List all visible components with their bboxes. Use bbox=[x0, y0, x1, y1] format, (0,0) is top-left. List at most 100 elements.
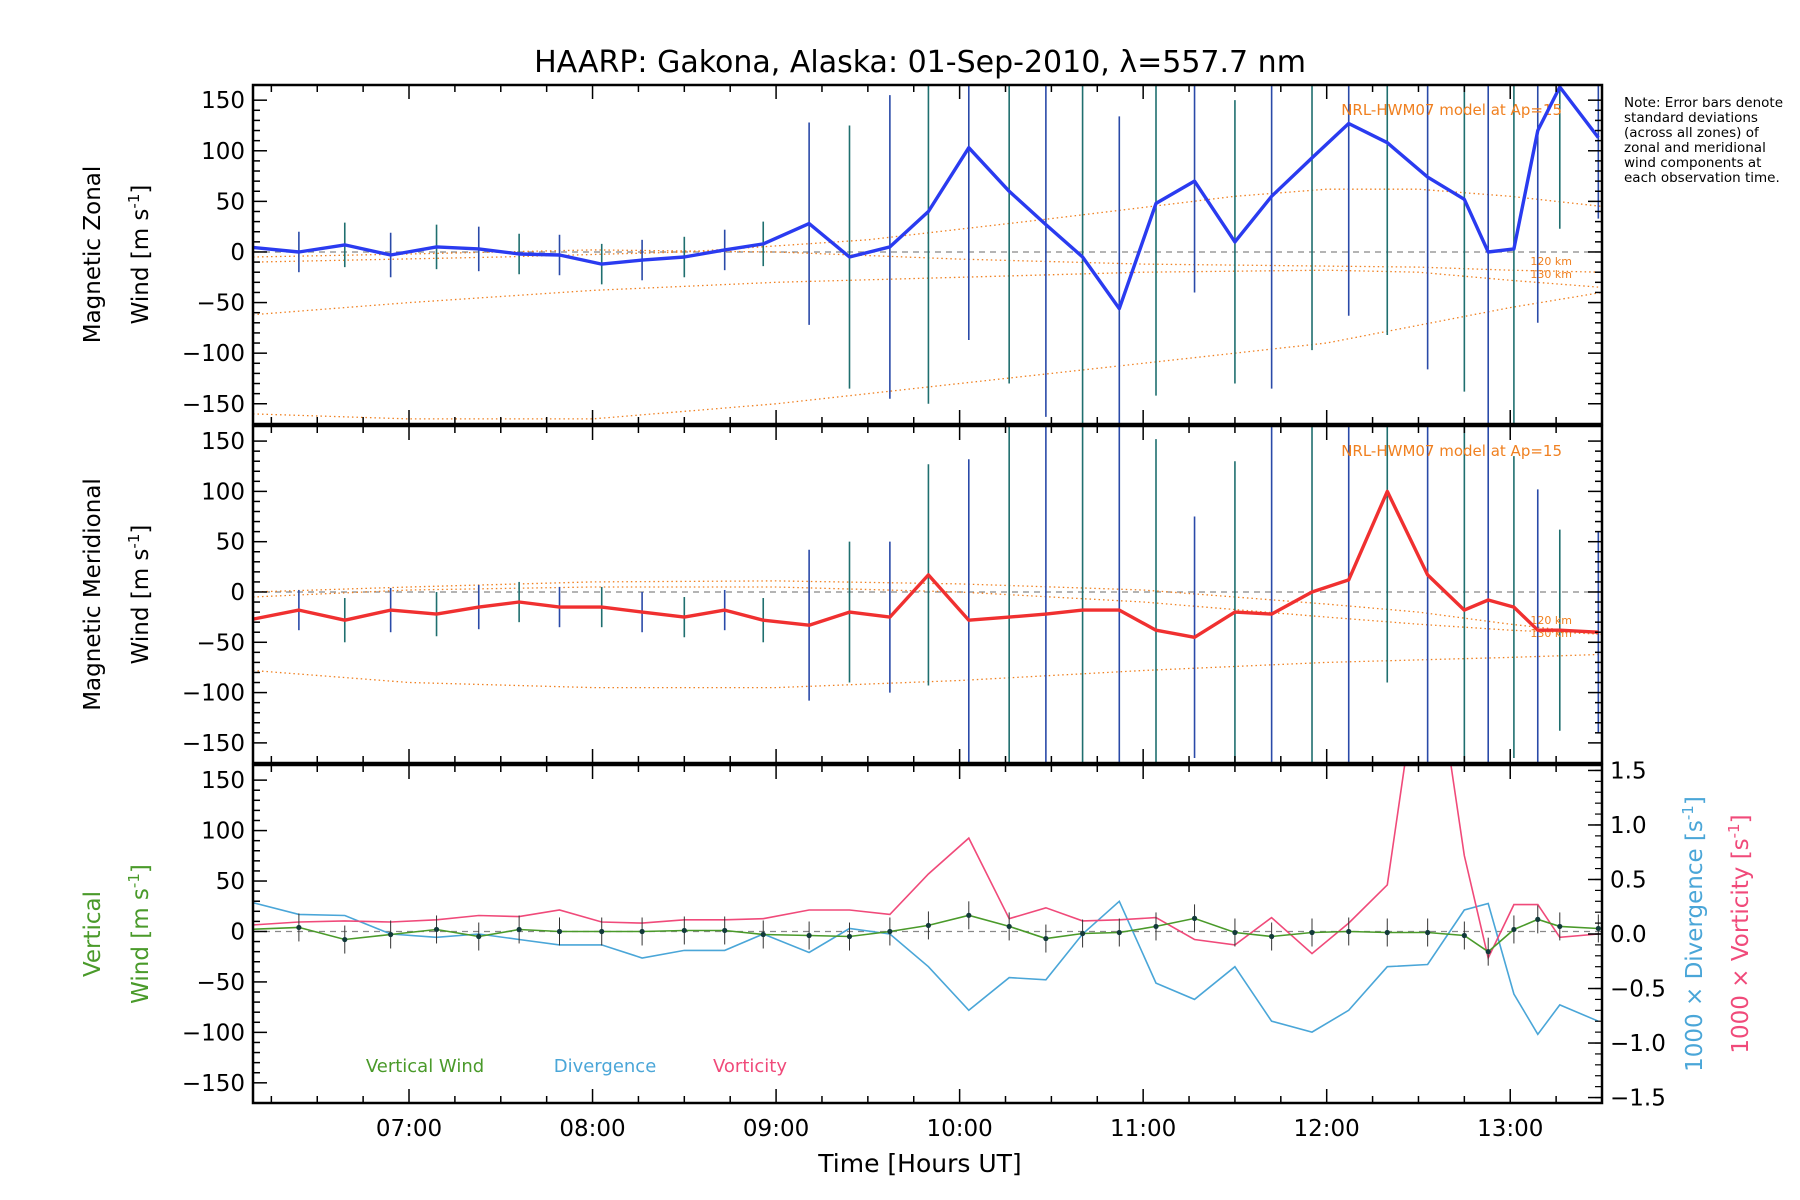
ylabel-text: Wind [m s bbox=[128, 209, 154, 325]
x-tick-label: 09:00 bbox=[743, 1116, 809, 1142]
zonal-wind-line bbox=[253, 85, 1600, 311]
vertical-wind-point bbox=[1153, 923, 1159, 930]
x-tick-label: 07:00 bbox=[376, 1116, 442, 1142]
ylabel-text: Wind [m s bbox=[128, 888, 154, 1004]
vertical-wind-point bbox=[1557, 923, 1563, 930]
vertical-wind-point bbox=[1485, 949, 1491, 955]
model-curve-0 bbox=[253, 188, 1602, 263]
right-y-tick-label: 0.5 bbox=[1610, 867, 1647, 893]
figure-title: HAARP: Gakona, Alaska: 01-Sep-2010, λ=55… bbox=[534, 45, 1306, 80]
vertical-wind-point bbox=[722, 927, 728, 934]
model-curve-1 bbox=[253, 249, 1602, 273]
vertical-wind-point bbox=[388, 931, 394, 938]
y-tick-label: −150 bbox=[182, 1071, 245, 1097]
panel-plot-area bbox=[245, 765, 1602, 1036]
model-curve-1 bbox=[253, 586, 1602, 635]
vertical-wind-point bbox=[1232, 929, 1238, 936]
x-tick-label: 12:00 bbox=[1294, 1116, 1360, 1142]
model-curve-2 bbox=[253, 269, 1602, 316]
model-curve-2 bbox=[253, 653, 1602, 689]
legend-vertical-wind: Vertical Wind bbox=[366, 1056, 484, 1077]
model-curve-0 bbox=[253, 580, 1602, 635]
right-label-text: 1000 × Divergence [s bbox=[1682, 820, 1708, 1072]
vertical-wind-point bbox=[516, 926, 522, 933]
y-tick-label: −100 bbox=[182, 681, 245, 707]
vertical-wind-point bbox=[1269, 933, 1275, 940]
altitude-label: 120 km bbox=[1530, 255, 1572, 268]
x-tick-label: 10:00 bbox=[926, 1116, 992, 1142]
vertical-wind-point bbox=[433, 926, 440, 933]
y-axis-label-line2: Wind [m s-1] bbox=[125, 525, 154, 665]
ylabel-close: ] bbox=[128, 864, 154, 873]
vertical-wind-point bbox=[1116, 929, 1122, 936]
vertical-wind-point bbox=[599, 928, 605, 935]
divergence-line bbox=[253, 899, 1599, 1036]
right-y-tick-label: 0.0 bbox=[1610, 922, 1647, 948]
model-annotation: NRL-HWM07 model at Ap=15 bbox=[1341, 442, 1562, 460]
vertical-wind-point bbox=[1079, 930, 1086, 937]
y-axis-label-line1: Magnetic Zonal bbox=[80, 166, 106, 344]
y-tick-label: 50 bbox=[216, 189, 245, 215]
vertical-wind-point bbox=[1191, 915, 1198, 921]
right-y-tick-label: −0.5 bbox=[1610, 977, 1666, 1003]
vertical-wind-point bbox=[296, 924, 302, 931]
y-tick-label: −50 bbox=[196, 970, 245, 996]
ylabel-close: ] bbox=[128, 185, 154, 194]
y-tick-label: 150 bbox=[201, 88, 245, 114]
y-axis-label-line2: Wind [m s-1] bbox=[125, 185, 154, 325]
y-tick-label: 150 bbox=[201, 768, 245, 794]
right-y-tick-label: −1.5 bbox=[1610, 1086, 1666, 1112]
error-bar-note: Note: Error bars denote standard deviati… bbox=[1624, 95, 1784, 186]
ylabel-sup: -1 bbox=[125, 534, 143, 549]
y-axis-label-line2: Wind [m s-1] bbox=[125, 864, 154, 1004]
vertical-wind-point bbox=[925, 922, 932, 929]
right-label-sup: -1 bbox=[1725, 823, 1743, 838]
vertical-wind-point bbox=[556, 928, 563, 935]
right-label-sup: -1 bbox=[1679, 805, 1697, 820]
x-axis-label: Time [Hours UT] bbox=[817, 1149, 1021, 1178]
vertical-wind-point bbox=[887, 928, 893, 935]
vertical-wind-point bbox=[342, 936, 348, 943]
vertical-wind-point bbox=[1535, 916, 1541, 922]
vertical-wind-point bbox=[639, 928, 645, 935]
y-tick-label: −150 bbox=[182, 392, 245, 418]
vertical-wind-point bbox=[1006, 923, 1012, 930]
y-tick-label: 100 bbox=[201, 479, 245, 505]
vertical-wind-point bbox=[806, 932, 812, 939]
panel-frame bbox=[251, 763, 1604, 1105]
vertical-wind-point bbox=[1425, 929, 1431, 936]
y-tick-label: −50 bbox=[196, 630, 245, 656]
right-y-tick-label: 1.5 bbox=[1610, 758, 1647, 784]
model-annotation: NRL-HWM07 model at Ap=15 bbox=[1341, 101, 1562, 119]
y-tick-label: −100 bbox=[182, 1020, 245, 1046]
model-curve-3 bbox=[253, 291, 1602, 420]
altitude-label: 120 km bbox=[1530, 614, 1572, 627]
right-label-close: ] bbox=[1682, 796, 1708, 805]
x-tick-label: 08:00 bbox=[559, 1116, 625, 1142]
legend-divergence: Divergence bbox=[554, 1056, 657, 1077]
altitude-label: 130 km bbox=[1530, 268, 1572, 281]
panel-frame bbox=[251, 83, 1604, 426]
y-tick-label: 0 bbox=[230, 919, 245, 945]
panel-frame bbox=[251, 424, 1604, 765]
right-y-tick-label: −1.0 bbox=[1610, 1031, 1666, 1057]
vertical-wind-point bbox=[1461, 932, 1467, 939]
y-tick-label: −50 bbox=[196, 291, 245, 317]
vertical-wind-point bbox=[245, 927, 250, 932]
y-axis-label-line1: Magnetic Meridional bbox=[80, 478, 106, 711]
y-tick-label: 100 bbox=[201, 819, 245, 845]
vertical-wind-point bbox=[681, 927, 687, 934]
y-tick-label: 50 bbox=[216, 869, 245, 895]
y-tick-label: 150 bbox=[201, 429, 245, 455]
vertical-wind-line bbox=[253, 914, 1599, 953]
y-tick-label: 100 bbox=[201, 139, 245, 165]
y-axis-label-line1: Vertical bbox=[80, 891, 106, 977]
ylabel-text: Wind [m s bbox=[128, 549, 154, 665]
panel-vertical: −150 −100 −50 0 50 100 150 07:00 08:00 09:00 10:00… bbox=[80, 758, 1754, 1142]
